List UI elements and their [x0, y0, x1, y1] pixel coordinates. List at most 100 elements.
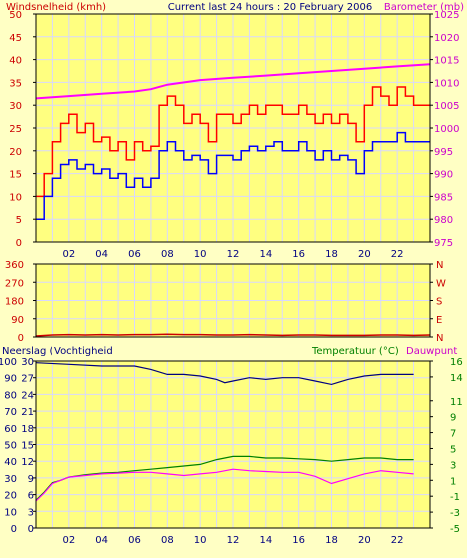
- y-tick-label-humidity: 0: [11, 524, 17, 535]
- y-tick-label-precip: 27: [21, 374, 34, 385]
- x-tick-label: 04: [95, 249, 108, 260]
- y2-tick-label-barometer: 1025: [434, 10, 459, 21]
- header-center-label: Current last 24 hours : 20 February 2006: [168, 2, 373, 13]
- y-tick-label-precip: 12: [21, 457, 34, 468]
- y-tick-label-wind: 15: [9, 170, 22, 181]
- y2-tick-label-temperature: 3: [450, 460, 456, 471]
- y-tick-label-humidity: 30: [4, 474, 17, 485]
- y-tick-label-wind: 45: [9, 33, 22, 44]
- x-tick-label: 12: [227, 249, 240, 260]
- x-tick-label: 16: [292, 249, 305, 260]
- y2-tick-label-temperature: 16: [450, 357, 463, 368]
- x-tick-label: 06: [128, 535, 141, 546]
- y-tick-label-wind: 50: [9, 10, 22, 21]
- x-tick-label: 18: [325, 249, 338, 260]
- y2-tick-label-barometer: 980: [434, 215, 453, 226]
- series-barometer: [35, 63, 431, 100]
- header-right-label: Barometer (mb): [384, 2, 464, 13]
- series-humidity: [35, 362, 414, 386]
- series-wind-average: [36, 131, 430, 220]
- x-tick-label: 16: [292, 535, 305, 546]
- series-wind-direction: [35, 333, 431, 337]
- x-tick-label: 22: [391, 535, 404, 546]
- y-tick-label-precip: 15: [21, 441, 34, 452]
- x-tick-label: 12: [227, 535, 240, 546]
- y2-tick-label-barometer: 1005: [434, 101, 459, 112]
- y-tick-label-direction: 270: [5, 278, 24, 289]
- y2-tick-label-barometer: 975: [434, 238, 453, 249]
- y-tick-label-direction: 360: [5, 260, 24, 271]
- y-tick-label-humidity: 60: [4, 424, 17, 435]
- y-tick-label-direction: 90: [11, 315, 24, 326]
- y-tick-label-wind: 10: [9, 192, 22, 203]
- y2-tick-label-barometer: 995: [434, 147, 453, 158]
- y2-tick-label-temperature: -3: [450, 508, 460, 519]
- label-mask: [52, 344, 120, 356]
- y2-tick-label-temperature: 9: [450, 413, 456, 424]
- x-tick-label: 02: [62, 535, 75, 546]
- y2-tick-label-barometer: 990: [434, 170, 453, 181]
- direction-label: N: [436, 260, 443, 271]
- y2-tick-label-barometer: 1010: [434, 78, 459, 89]
- y-tick-label-wind: 20: [9, 147, 22, 158]
- y2-tick-label-barometer: 985: [434, 192, 453, 203]
- y-tick-label-precip: 0: [28, 524, 34, 535]
- y2-tick-label-temperature: -5: [450, 524, 460, 535]
- series-dewpoint: [35, 468, 414, 502]
- y-tick-label-wind: 0: [16, 238, 22, 249]
- bottom-label-precip: Neerslag (mm): [2, 346, 77, 357]
- bottom-label-humidity: Vochtigheid: [54, 346, 113, 357]
- bottom-label-temperature: Temperatuur (°C): [311, 346, 399, 357]
- direction-label: N: [436, 333, 443, 344]
- y2-tick-label-temperature: -1: [450, 492, 460, 503]
- y-tick-label-humidity: 10: [4, 507, 17, 518]
- y-tick-label-wind: 5: [16, 215, 22, 226]
- y-tick-label-humidity: 70: [4, 407, 17, 418]
- y2-tick-label-temperature: 14: [450, 373, 463, 384]
- x-tick-label: 08: [161, 535, 174, 546]
- y-tick-label-humidity: 40: [4, 457, 17, 468]
- y2-tick-label-barometer: 1000: [434, 124, 459, 135]
- x-tick-label: 04: [95, 535, 108, 546]
- x-tick-label: 10: [194, 249, 207, 260]
- y2-tick-label-barometer: 1020: [434, 33, 459, 44]
- series-wind-gust: [36, 86, 430, 198]
- label-mask: [405, 344, 467, 356]
- y-tick-label-precip: 24: [21, 390, 34, 401]
- y2-tick-label-barometer: 1015: [434, 56, 459, 67]
- y-tick-label-humidity: 100: [0, 357, 17, 368]
- y-tick-label-humidity: 20: [4, 491, 17, 502]
- direction-label: E: [436, 315, 442, 326]
- header-left-label: Windsnelheid (kmh): [6, 2, 106, 13]
- direction-label: S: [436, 297, 442, 308]
- x-tick-label: 14: [259, 535, 272, 546]
- y2-tick-label-temperature: 7: [450, 429, 456, 440]
- y-tick-label-direction: 0: [18, 333, 24, 344]
- y-tick-label-wind: 25: [9, 124, 22, 135]
- x-tick-label: 06: [128, 249, 141, 260]
- x-tick-label: 18: [325, 535, 338, 546]
- y-tick-label-wind: 40: [9, 56, 22, 67]
- y-tick-label-wind: 30: [9, 101, 22, 112]
- y-tick-label-humidity: 90: [4, 374, 17, 385]
- x-tick-label: 20: [358, 535, 371, 546]
- x-tick-label: 02: [62, 249, 75, 260]
- x-tick-label: 22: [391, 249, 404, 260]
- x-tick-label: 10: [194, 535, 207, 546]
- y-tick-label-precip: 21: [21, 407, 34, 418]
- y2-tick-label-temperature: 11: [450, 397, 463, 408]
- bottom-label-dewpoint: Dauwpunt: [406, 346, 457, 357]
- y2-tick-label-temperature: 1: [450, 476, 456, 487]
- y-tick-label-precip: 6: [28, 491, 34, 502]
- y-tick-label-humidity: 80: [4, 390, 17, 401]
- y2-tick-label-temperature: 5: [450, 444, 456, 455]
- y-tick-label-humidity: 50: [4, 441, 17, 452]
- y-tick-label-precip: 30: [21, 357, 34, 368]
- y-tick-label-precip: 9: [28, 474, 34, 485]
- x-tick-label: 20: [358, 249, 371, 260]
- x-tick-label: 08: [161, 249, 174, 260]
- y-tick-label-precip: 18: [21, 424, 34, 435]
- y-tick-label-precip: 3: [28, 507, 34, 518]
